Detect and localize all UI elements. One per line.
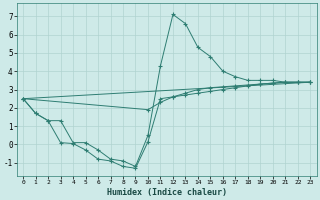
X-axis label: Humidex (Indice chaleur): Humidex (Indice chaleur) [107, 188, 227, 197]
